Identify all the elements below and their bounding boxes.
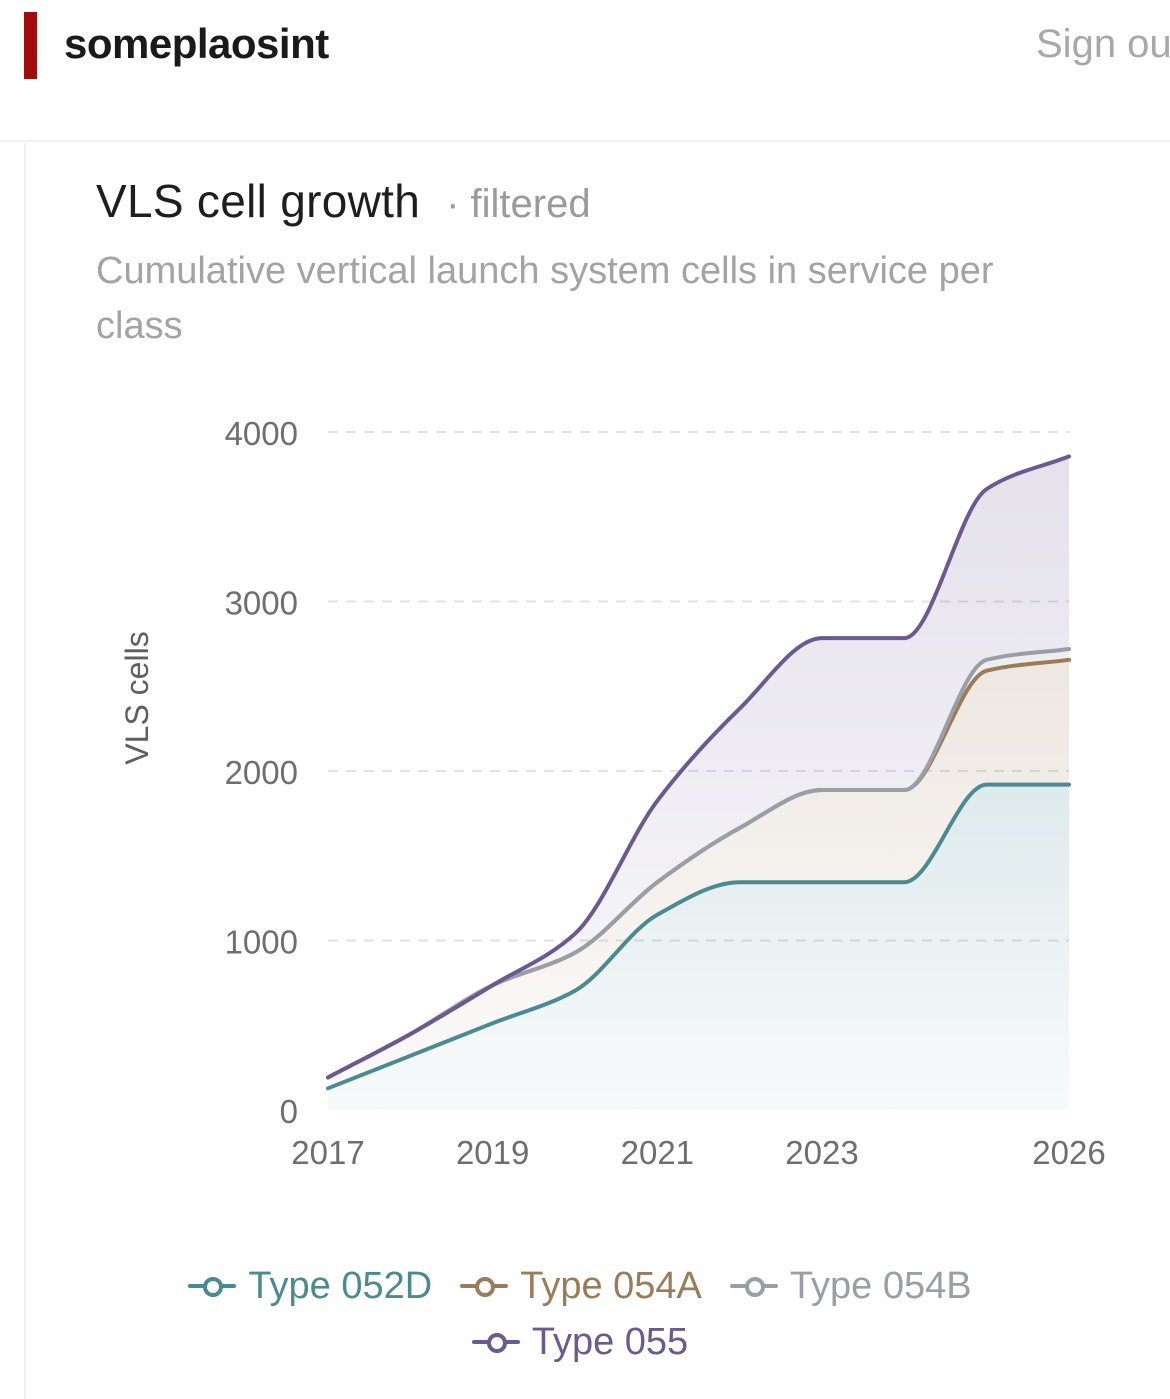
legend-item-type-052d[interactable]: Type 052D — [188, 1258, 432, 1314]
filter-badge: · filtered — [446, 182, 591, 226]
legend-marker-icon — [460, 1276, 509, 1297]
y-tick-label: 2000 — [225, 754, 298, 791]
sign-out-link[interactable]: Sign ou — [1036, 22, 1170, 66]
y-tick-label: 3000 — [225, 585, 298, 622]
legend-marker-dot — [744, 1277, 765, 1297]
brand-accent-bar — [24, 12, 37, 79]
y-tick-label: 0 — [280, 1093, 298, 1130]
chart-title-row: VLS cell growth · filtered — [96, 174, 591, 228]
area-type-055 — [328, 456, 1069, 1078]
y-axis-label: VLS cells — [119, 631, 155, 764]
x-tick-label: 2017 — [291, 1134, 364, 1171]
vls-growth-chart: 0 1000 2000 3000 4000 2017 2019 2021 2023 2026 VLS… — [119, 415, 1106, 1171]
x-tick-label: 2021 — [621, 1134, 694, 1171]
chart-subtitle: Cumulative vertical launch system cells … — [96, 250, 994, 347]
area-type-052d — [328, 784, 1069, 1110]
legend-label: Type 054A — [520, 1264, 702, 1307]
legend-marker-dot — [486, 1333, 507, 1353]
chart-title: VLS cell growth — [96, 175, 421, 227]
legend-marker-icon — [729, 1276, 778, 1297]
legend-item-type-054a[interactable]: Type 054A — [460, 1258, 702, 1314]
legend-item-type-055[interactable]: Type 055 — [471, 1314, 689, 1370]
legend-marker-dot — [203, 1277, 224, 1297]
legend-item-type-054b[interactable]: Type 054B — [729, 1258, 972, 1314]
y-tick-label: 4000 — [225, 415, 298, 452]
x-tick-label: 2023 — [785, 1134, 858, 1171]
line-type-052d — [326, 782, 1071, 1091]
legend-marker-icon — [471, 1332, 520, 1353]
chart-legend: Type 052D Type 054A Type 054B Type 055 — [110, 1258, 1050, 1370]
brand-name[interactable]: someplaosint — [64, 20, 329, 67]
y-tick-label: 1000 — [225, 924, 298, 961]
legend-label: Type 052D — [248, 1264, 433, 1307]
x-tick-label: 2019 — [456, 1134, 529, 1171]
line-type-055 — [326, 454, 1071, 1080]
legend-label: Type 055 — [531, 1320, 689, 1363]
top-bar: someplaosint Sign ou — [0, 0, 1170, 142]
x-tick-label: 2026 — [1032, 1134, 1105, 1171]
area-type-054a — [328, 659, 1069, 1089]
legend-label: Type 054B — [789, 1264, 972, 1307]
legend-marker-dot — [475, 1277, 496, 1297]
legend-marker-icon — [188, 1276, 237, 1297]
